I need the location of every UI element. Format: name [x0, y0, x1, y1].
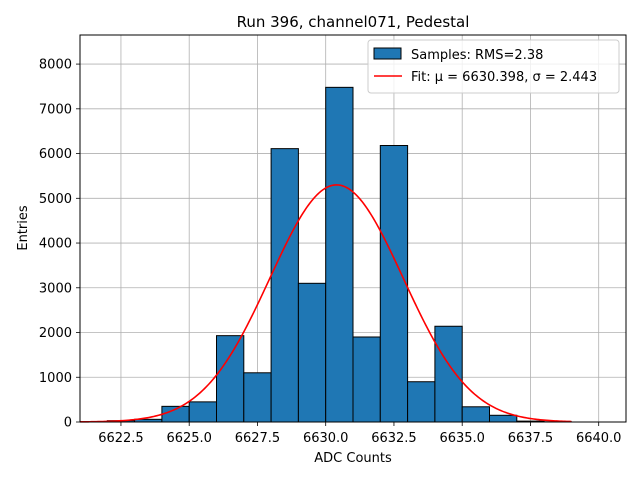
- y-tick-label: 4000: [39, 237, 72, 252]
- legend-label-fit: Fit: μ = 6630.398, σ = 2.443: [411, 70, 597, 85]
- x-tick-label: 6640.0: [576, 431, 622, 446]
- x-tick-label: 6637.5: [508, 431, 554, 446]
- y-tick-label: 2000: [39, 326, 72, 341]
- histogram-bar: [270, 148, 299, 423]
- y-tick-label: 1000: [39, 371, 72, 386]
- histogram-bar: [243, 372, 272, 423]
- y-tick-label: 5000: [39, 192, 72, 207]
- plot-frame: [79, 34, 627, 423]
- histogram-bars: [106, 86, 572, 423]
- y-axis-ticks: 0 1000 2000 3000 4000 5000 6000 7000 8000: [39, 58, 80, 431]
- histogram-bar: [297, 282, 327, 423]
- histogram-bar: [325, 86, 354, 423]
- fit-curve-layer: [79, 184, 572, 423]
- x-tick-label: 6625.0: [166, 431, 212, 446]
- x-tick-label: 6635.0: [439, 431, 485, 446]
- histogram-bar: [352, 336, 381, 423]
- y-tick-label: 0: [64, 416, 72, 431]
- x-tick-label: 6630.0: [303, 431, 349, 446]
- y-tick-label: 7000: [39, 102, 72, 117]
- chart-title: Run 396, channel071, Pedestal: [237, 13, 470, 31]
- x-tick-label: 6632.5: [371, 431, 417, 446]
- x-axis-ticks: 6622.5 6625.0 6627.5 6630.0 6632.5 6635.0 6637…: [98, 422, 621, 446]
- legend: Samples: RMS=2.38 Fit: μ = 6630.398, σ =…: [367, 39, 620, 94]
- y-axis-title: Entries: [16, 205, 31, 251]
- y-tick-label: 8000: [39, 58, 72, 73]
- histogram-bar: [188, 401, 217, 423]
- y-tick-label: 3000: [39, 281, 72, 296]
- histogram-bar: [489, 414, 518, 423]
- histogram-bar: [379, 145, 409, 423]
- x-tick-label: 6627.5: [235, 431, 281, 446]
- legend-label-samples: Samples: RMS=2.38: [411, 48, 543, 63]
- histogram-bar: [461, 406, 491, 423]
- legend-swatch-samples: [373, 47, 402, 60]
- legend-box: [367, 39, 620, 94]
- y-tick-label: 6000: [39, 147, 72, 162]
- histogram-bar: [216, 335, 245, 423]
- histogram-bar: [407, 381, 436, 423]
- x-axis-title: ADC Counts: [314, 451, 392, 466]
- histogram-bar: [434, 325, 463, 423]
- fit-curve: [79, 184, 572, 423]
- x-tick-label: 6622.5: [98, 431, 144, 446]
